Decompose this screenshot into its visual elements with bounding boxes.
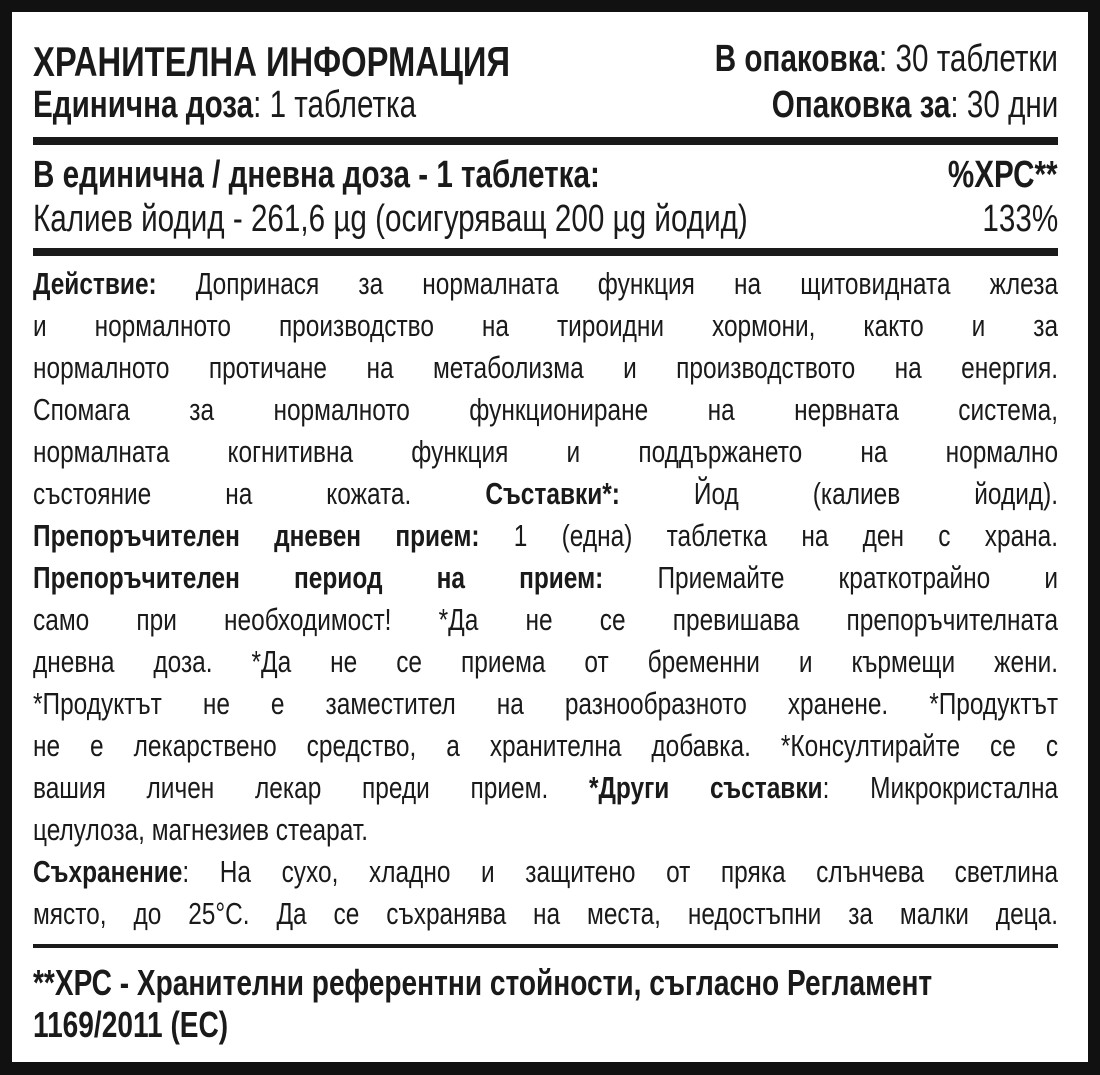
- table-row: Калиев йодид - 261,6 µg (осигуряващ 200 …: [33, 198, 1058, 242]
- text-line: само при необходимост! *Да не се превиша…: [33, 600, 1058, 640]
- text-line: Препоръчителен период на прием: Приемайт…: [33, 558, 1058, 598]
- text: целулоза, магнезиев стеарат.: [33, 812, 369, 847]
- text: дневна доза. *Да не се приема от бременн…: [33, 644, 1059, 679]
- text: нормалната когнитивна функция и поддържа…: [33, 434, 1059, 469]
- text: състояние на кожата.: [33, 476, 486, 511]
- section-label-ingredients: Съставки*:: [485, 476, 620, 511]
- package-count: В опаковка: 30 таблетки: [715, 38, 1058, 81]
- text-line: Спомага за нормалното функциониране на н…: [33, 390, 1058, 430]
- table-column-header: %ХРС**: [948, 154, 1058, 196]
- text-line: Действие: Допринася за нормалната функци…: [33, 264, 1058, 304]
- text-line: целулоза, магнезиев стеарат.: [33, 810, 1058, 850]
- unit-dose: Единична доза: 1 таблетка: [33, 84, 416, 127]
- section-label-storage: Съхранение: [33, 854, 183, 889]
- dose-label: Единична доза: [33, 84, 254, 126]
- label-title: ХРАНИТЕЛНА ИНФОРМАЦИЯ: [33, 38, 510, 85]
- text: : Микрокристална: [822, 770, 1059, 805]
- section-label-other-ingredients: *Други съставки: [588, 770, 823, 805]
- package-label: В опаковка: [714, 38, 880, 80]
- nutrition-label: ХРАНИТЕЛНА ИНФОРМАЦИЯ В опаковка: 30 таб…: [12, 12, 1088, 1062]
- thick-divider: [33, 137, 1058, 145]
- text-line: вашия личен лекар преди прием. *Други съ…: [33, 768, 1058, 808]
- footer-row-1: **ХРС - Хранителни референтни стойности,…: [33, 962, 1058, 1006]
- footnote-line-2: 1169/2011 (ЕС): [33, 1004, 229, 1045]
- text: вашия личен лекар преди прием.: [33, 770, 589, 805]
- section-label-action: Действие:: [33, 266, 157, 301]
- table-heading-row: В единична / дневна доза - 1 таблетка: %…: [33, 154, 1058, 198]
- text-line: Съхранение: На сухо, хладно и защитено о…: [33, 852, 1058, 892]
- text: място, до 25°C. Да се съхранява на места…: [33, 896, 1059, 931]
- text-line: дневна доза. *Да не се приема от бременн…: [33, 642, 1058, 682]
- package-value: : 30 таблетки: [879, 38, 1058, 80]
- text-line: нормалното протичане на метаболизма и пр…: [33, 348, 1058, 388]
- text: не е лекарствено средство, а хранителна …: [33, 728, 1059, 763]
- text: и нормалното производство на тироидни хо…: [33, 308, 1059, 343]
- text-line: място, до 25°C. Да се съхранява на места…: [33, 894, 1058, 934]
- ingredient-value: 133%: [982, 198, 1058, 240]
- text: *Продуктът не е заместител на разнообраз…: [33, 686, 1059, 721]
- footer-row-2: 1169/2011 (ЕС): [33, 1004, 1058, 1048]
- section-label-daily-intake: Препоръчителен дневен прием:: [33, 518, 480, 553]
- text-line: не е лекарствено средство, а хранителна …: [33, 726, 1058, 766]
- table-heading: В единична / дневна доза - 1 таблетка:: [33, 154, 600, 196]
- footnote-line-1: **ХРС - Хранителни референтни стойности,…: [33, 962, 933, 1003]
- duration-value: : 30 дни: [950, 84, 1058, 126]
- text: само при необходимост! *Да не се превиша…: [33, 602, 1059, 637]
- thick-divider: [33, 248, 1058, 256]
- text-line: нормалната когнитивна функция и поддържа…: [33, 432, 1058, 472]
- thin-divider: [33, 944, 1058, 948]
- text-line: и нормалното производство на тироидни хо…: [33, 306, 1058, 346]
- text: : На сухо, хладно и защитено от пряка сл…: [182, 854, 1059, 889]
- header-row-2: Единична доза: 1 таблетка Опаковка за: 3…: [33, 84, 1058, 128]
- text: Йод (калиев йодид).: [619, 476, 1059, 511]
- text-line: състояние на кожата. Съставки*: Йод (кал…: [33, 474, 1058, 514]
- text: Спомага за нормалното функциониране на н…: [33, 392, 1059, 427]
- package-duration: Опаковка за: 30 дни: [772, 84, 1058, 127]
- text-line: *Продуктът не е заместител на разнообраз…: [33, 684, 1058, 724]
- text: Допринася за нормалната функция на щитов…: [156, 266, 1059, 301]
- text-line: Препоръчителен дневен прием: 1 (една) та…: [33, 516, 1058, 556]
- section-label-intake-period: Препоръчителен период на прием:: [33, 560, 604, 595]
- dose-value: : 1 таблетка: [253, 84, 417, 126]
- duration-label: Опаковка за: [771, 84, 951, 126]
- text: нормалното протичане на метаболизма и пр…: [33, 350, 1059, 385]
- header-row-1: ХРАНИТЕЛНА ИНФОРМАЦИЯ В опаковка: 30 таб…: [33, 38, 1058, 85]
- text: 1 (една) таблетка на ден с храна.: [479, 518, 1059, 553]
- ingredient-name: Калиев йодид - 261,6 µg (осигуряващ 200 …: [33, 198, 748, 240]
- text: Приемайте краткотрайно и: [603, 560, 1059, 595]
